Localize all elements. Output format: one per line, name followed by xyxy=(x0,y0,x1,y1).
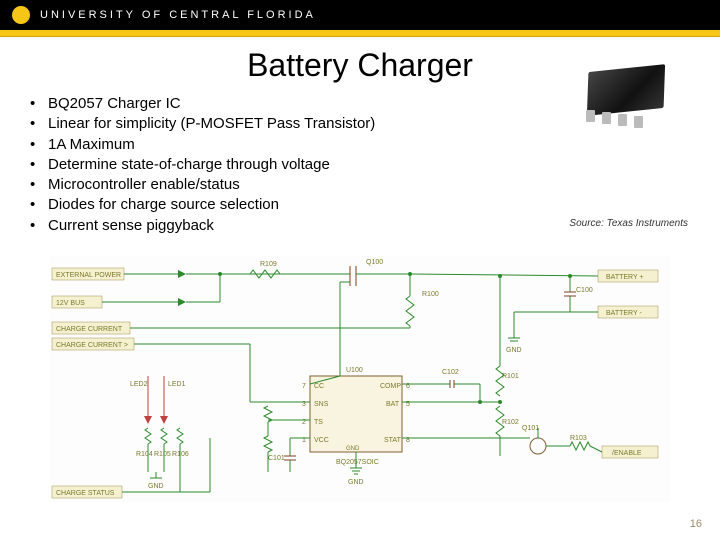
chip-body-icon xyxy=(587,64,665,116)
ucf-logo-icon xyxy=(12,6,30,24)
comp-q100: Q100 xyxy=(366,259,383,266)
label-charge-status: CHARGE STATUS xyxy=(56,490,115,497)
svg-text:GND: GND xyxy=(348,479,364,486)
label-12v-bus: 12V BUS xyxy=(56,300,85,307)
svg-text:7: 7 xyxy=(302,383,306,390)
svg-text:SNS: SNS xyxy=(314,401,329,408)
bullet-item: Diodes for charge source selection xyxy=(30,195,696,215)
bullet-item: Determine state-of-charge through voltag… xyxy=(30,155,696,175)
bullet-item: 1A Maximum xyxy=(30,135,696,155)
comp-r105: R105 xyxy=(154,451,171,458)
label-battery-plus: BATTERY + xyxy=(606,274,644,281)
label-charge-current-gt: CHARGE CURRENT > xyxy=(56,342,128,349)
svg-text:CC: CC xyxy=(314,383,324,390)
source-caption: Source: Texas Instruments xyxy=(569,218,688,229)
bullet-item: Microcontroller enable/status xyxy=(30,175,696,195)
comp-r104: R104 xyxy=(136,451,153,458)
svg-text:GND: GND xyxy=(506,347,522,354)
comp-r103: R103 xyxy=(570,435,587,442)
svg-text:VCC: VCC xyxy=(314,437,329,444)
svg-text:COMP: COMP xyxy=(380,383,401,390)
svg-text:TS: TS xyxy=(314,419,323,426)
university-name: UNIVERSITY OF CENTRAL FLORIDA xyxy=(40,9,316,21)
label-external-power: EXTERNAL POWER xyxy=(56,272,121,279)
comp-led2: LED2 xyxy=(130,381,148,388)
comp-r102: R102 xyxy=(502,419,519,426)
svg-text:STAT: STAT xyxy=(384,437,402,444)
chip-pin-icon xyxy=(586,110,595,122)
svg-text:BAT: BAT xyxy=(386,401,400,408)
chip-photo xyxy=(566,62,686,132)
comp-u100: U100 xyxy=(346,367,363,374)
comp-r109: R109 xyxy=(260,261,277,268)
comp-c102: C102 xyxy=(442,369,459,376)
comp-c101: C101 xyxy=(268,455,285,462)
svg-text:Q101: Q101 xyxy=(522,425,539,432)
gnd-icon: GND xyxy=(348,452,364,486)
label-enable: /ENABLE xyxy=(612,450,642,457)
svg-text:GND: GND xyxy=(346,446,360,452)
comp-part: BQ2057SOIC xyxy=(336,459,379,466)
page-number: 16 xyxy=(690,518,702,530)
label-charge-current: CHARGE CURRENT xyxy=(56,326,123,333)
chip-pin-icon xyxy=(618,114,627,126)
header-bar: UNIVERSITY OF CENTRAL FLORIDA xyxy=(0,0,720,30)
comp-c100: C100 xyxy=(576,287,593,294)
chip-pin-icon xyxy=(602,112,611,124)
chip-pin-icon xyxy=(634,116,643,128)
label-battery-minus: BATTERY - xyxy=(606,310,642,317)
gnd-icon: GND xyxy=(506,328,522,354)
comp-r101: R101 xyxy=(502,373,519,380)
circuit-schematic: EXTERNAL POWER 12V BUS CHARGE CURRENT CH… xyxy=(50,256,670,502)
svg-text:GND: GND xyxy=(148,483,164,490)
comp-led1: LED1 xyxy=(168,381,186,388)
comp-r100: R100 xyxy=(422,291,439,298)
